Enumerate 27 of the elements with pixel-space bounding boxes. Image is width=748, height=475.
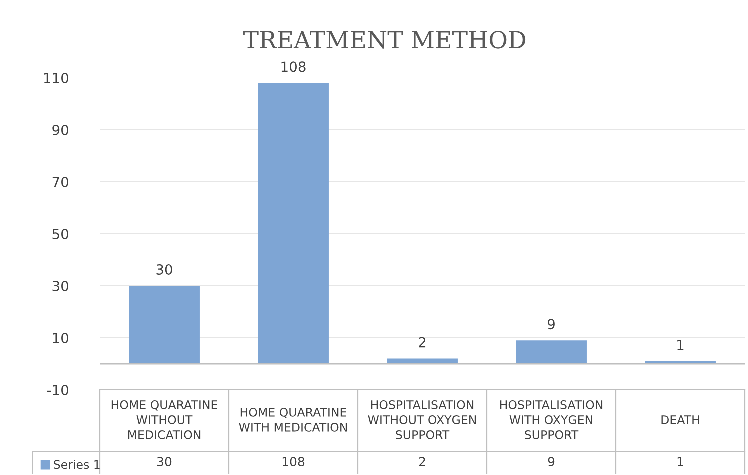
data-label: 1 [678,340,684,350]
y-tick-label: 70 [52,176,69,188]
bar [516,340,587,364]
text: 9 [548,457,555,467]
legend-label: Series 1 [54,460,100,470]
x-tick-label: HOSPITALISATION WITHOUT OXYGEN SUPPORT [368,400,476,440]
x-tick-label: HOME QUARATINE WITHOUT MEDICATION [112,400,218,440]
chart-title: TREATMENT METHOD [244,30,526,49]
y-tick-label: 50 [52,228,69,240]
data-label: 9 [548,319,555,330]
text: 108 [282,457,305,467]
text: 30 [158,457,172,467]
y-tick-label: -10 [47,384,69,396]
y-tick-label: 10 [53,332,69,344]
data-label: 108 [282,62,306,72]
y-tick-label: 30 [52,280,69,292]
text: 1 [678,457,684,466]
y-tick-label: 90 [52,124,69,136]
data-label: 30 [156,264,172,275]
bar [258,83,329,364]
data-label: 2 [419,337,426,348]
y-tick-label: 110 [44,72,69,84]
text: 2 [419,457,426,466]
x-tick-label: HOME QUARATINE WITH MEDICATION [239,408,348,432]
x-tick-label: DEATH [662,416,700,424]
bar [129,286,200,364]
x-tick-label: HOSPITALISATION WITH OXYGEN SUPPORT [500,400,603,440]
